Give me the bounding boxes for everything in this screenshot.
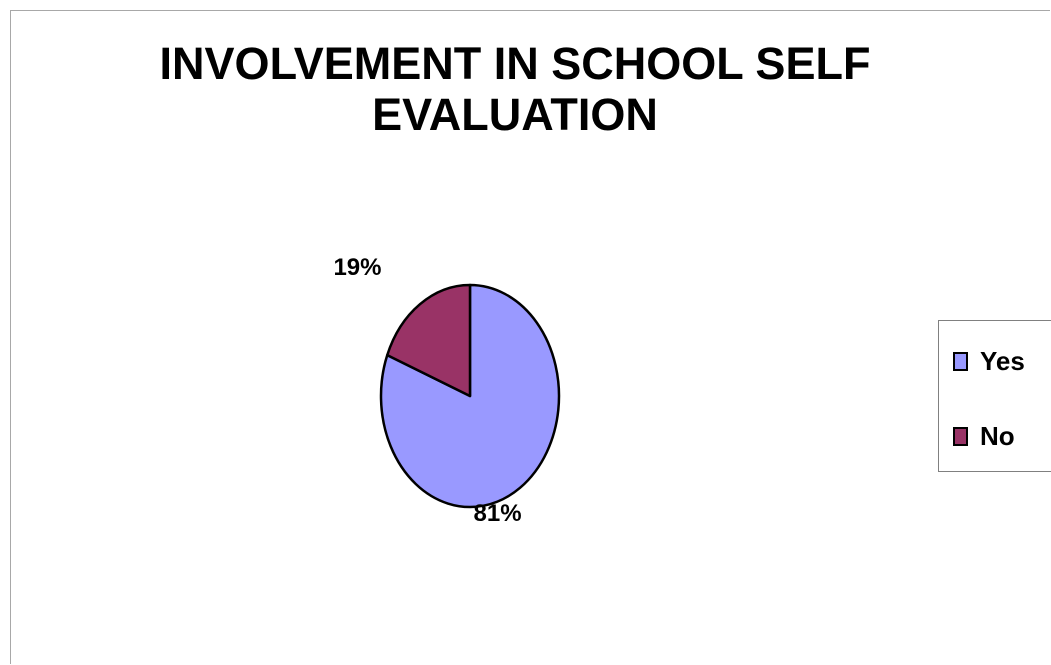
legend-item-yes: Yes <box>953 346 1025 377</box>
chart-title: INVOLVEMENT IN SCHOOL SELF EVALUATION <box>0 38 1030 140</box>
legend-swatch-no <box>953 427 968 446</box>
legend-label-yes: Yes <box>980 346 1025 376</box>
legend: Yes No <box>938 320 1051 472</box>
data-label-yes: 81% <box>474 500 522 527</box>
legend-label-no: No <box>980 421 1015 451</box>
legend-swatch-yes <box>953 352 968 371</box>
data-label-no: 19% <box>333 254 381 281</box>
chart-title-line-1: INVOLVEMENT IN SCHOOL SELF <box>159 38 871 89</box>
chart-title-line-2: EVALUATION <box>372 89 658 140</box>
chart-frame <box>10 10 1050 664</box>
pie-slice-no <box>386 283 472 398</box>
legend-item-no: No <box>953 421 1015 452</box>
